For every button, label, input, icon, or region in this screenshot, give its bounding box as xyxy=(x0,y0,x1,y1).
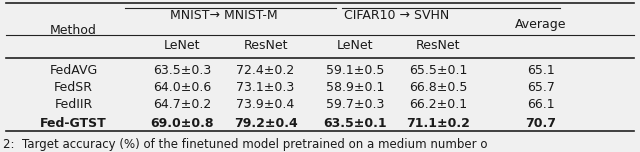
Text: ResNet: ResNet xyxy=(243,39,288,52)
Text: MNIST→ MNIST-M: MNIST→ MNIST-M xyxy=(170,9,278,22)
Text: 2:  Target accuracy (%) of the finetuned model pretrained on a medium number o: 2: Target accuracy (%) of the finetuned … xyxy=(3,138,488,152)
Text: 72.4±0.2: 72.4±0.2 xyxy=(236,64,295,77)
Text: ResNet: ResNet xyxy=(416,39,461,52)
Text: 69.0±0.8: 69.0±0.8 xyxy=(150,117,214,130)
Text: 64.7±0.2: 64.7±0.2 xyxy=(153,98,212,111)
Text: 65.1: 65.1 xyxy=(527,64,555,77)
Text: 66.1: 66.1 xyxy=(527,98,555,111)
Text: 59.1±0.5: 59.1±0.5 xyxy=(326,64,385,77)
Text: 59.7±0.3: 59.7±0.3 xyxy=(326,98,385,111)
Text: Average: Average xyxy=(515,18,566,31)
Text: 79.2±0.4: 79.2±0.4 xyxy=(234,117,298,130)
Text: FedSR: FedSR xyxy=(54,81,93,94)
Text: 73.1±0.3: 73.1±0.3 xyxy=(236,81,295,94)
Text: Fed-GTST: Fed-GTST xyxy=(40,117,107,130)
Text: 73.9±0.4: 73.9±0.4 xyxy=(236,98,295,111)
Text: LeNet: LeNet xyxy=(337,39,374,52)
Text: 63.5±0.1: 63.5±0.1 xyxy=(323,117,387,130)
Text: 65.7: 65.7 xyxy=(527,81,555,94)
Text: 63.5±0.3: 63.5±0.3 xyxy=(153,64,212,77)
Text: 64.0±0.6: 64.0±0.6 xyxy=(153,81,212,94)
Text: FedIIR: FedIIR xyxy=(54,98,93,111)
Text: 66.2±0.1: 66.2±0.1 xyxy=(410,98,467,111)
Text: Method: Method xyxy=(50,24,97,37)
Text: CIFAR10 → SVHN: CIFAR10 → SVHN xyxy=(344,9,449,22)
Text: 70.7: 70.7 xyxy=(525,117,556,130)
Text: 66.8±0.5: 66.8±0.5 xyxy=(409,81,468,94)
Text: LeNet: LeNet xyxy=(164,39,201,52)
Text: 65.5±0.1: 65.5±0.1 xyxy=(409,64,468,77)
Text: 58.9±0.1: 58.9±0.1 xyxy=(326,81,385,94)
Text: FedAVG: FedAVG xyxy=(49,64,98,77)
Text: 71.1±0.2: 71.1±0.2 xyxy=(406,117,470,130)
